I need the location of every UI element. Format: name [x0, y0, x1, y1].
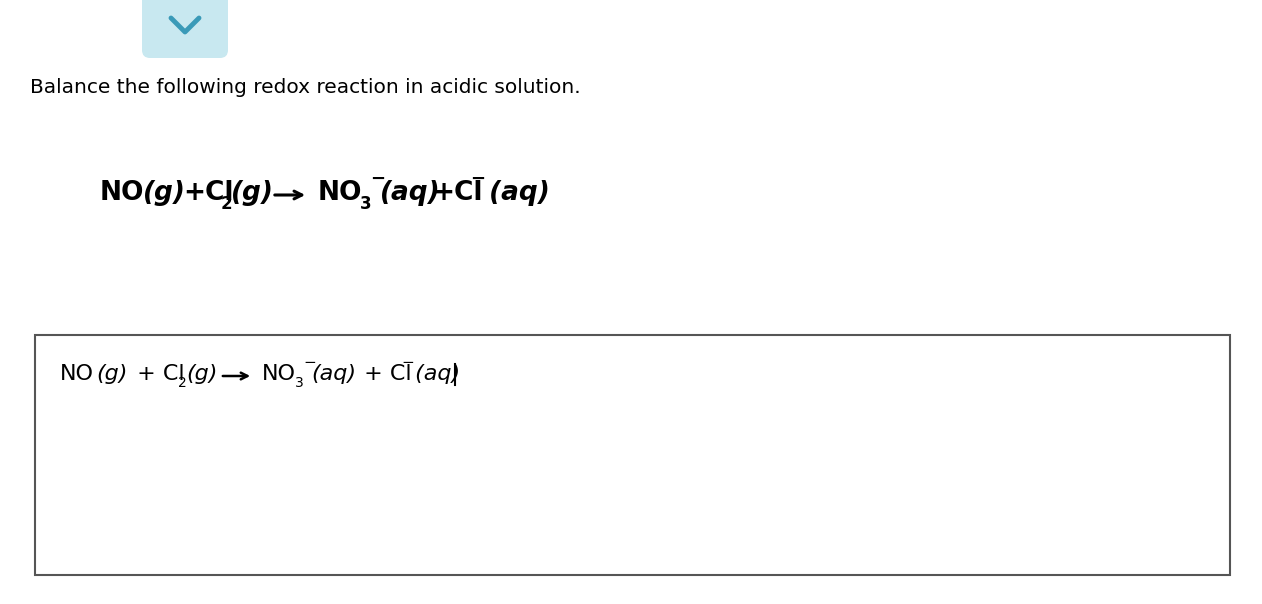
Text: 2: 2 — [178, 376, 187, 390]
Text: (aq): (aq) — [480, 180, 550, 206]
Text: NO: NO — [61, 364, 93, 384]
Text: −: − — [303, 355, 316, 370]
Text: NO: NO — [318, 180, 362, 206]
FancyBboxPatch shape — [143, 0, 228, 58]
Text: 3: 3 — [295, 376, 304, 390]
Text: 2: 2 — [221, 195, 232, 213]
Text: −: − — [401, 355, 414, 370]
Text: (g): (g) — [143, 180, 186, 206]
Text: NO: NO — [100, 180, 145, 206]
Text: (g): (g) — [231, 180, 274, 206]
Text: (aq): (aq) — [310, 364, 356, 384]
Text: +Cl: +Cl — [183, 180, 233, 206]
Text: + Cl: + Cl — [130, 364, 184, 384]
Text: +Cl: +Cl — [432, 180, 482, 206]
Text: (g): (g) — [186, 364, 217, 384]
Text: + Cl: + Cl — [357, 364, 411, 384]
Text: −: − — [370, 170, 385, 188]
Text: 3: 3 — [360, 195, 371, 213]
Text: (g): (g) — [96, 364, 127, 384]
Text: −: − — [469, 170, 485, 188]
Text: (aq): (aq) — [380, 180, 440, 206]
Text: NO: NO — [262, 364, 297, 384]
Bar — [35, 335, 1230, 575]
Text: (aq): (aq) — [408, 364, 461, 384]
Text: Balance the following redox reaction in acidic solution.: Balance the following redox reaction in … — [30, 78, 581, 97]
